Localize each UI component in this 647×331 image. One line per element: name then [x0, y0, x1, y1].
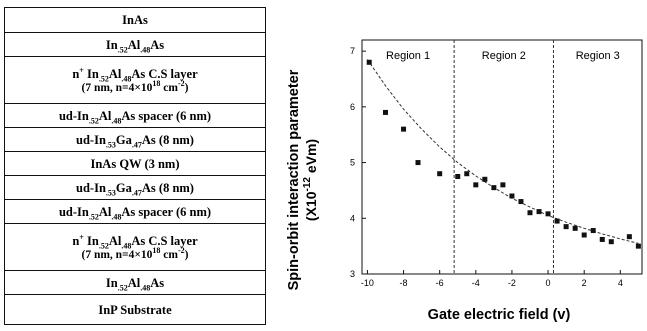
data-point: [554, 218, 560, 224]
data-point: [635, 243, 641, 249]
data-point: [500, 182, 506, 188]
x-tick-label: -2: [508, 278, 516, 288]
x-tick-label: -6: [436, 278, 444, 288]
layer-stack-diagram: InAs In.52Al.48As n+ In.52Al.48As C.S laye…: [4, 7, 266, 325]
layer-10: In.52Al.48As: [5, 270, 265, 295]
layer-text: InAs QW (3 nm): [90, 157, 180, 171]
data-point: [382, 109, 388, 115]
x-tick-label: 2: [582, 278, 587, 288]
layer-text: (7 nm, n=4×1018 cm-2): [81, 78, 189, 94]
layer-text: ud-In.52Al.48As spacer (6 nm): [58, 109, 212, 126]
layer-text: In.52Al.48As: [105, 276, 165, 293]
data-point: [464, 171, 470, 177]
layer-11: InP Substrate: [5, 294, 265, 325]
layer-text: (7 nm, n=4×1018 cm-2): [81, 245, 189, 261]
layer-text: ud-In.52Al.48As spacer (6 nm): [58, 205, 212, 222]
y-tick-label: 4: [350, 213, 355, 223]
layer-text: n+ In.52Al.48As C.S layer: [72, 65, 198, 83]
y-tick-label: 6: [350, 102, 355, 112]
layer-text: n+ In.52Al.48As C.S layer: [72, 232, 198, 250]
data-point: [590, 228, 596, 234]
y-axis-label-units: (X10-12 eVm): [302, 139, 319, 221]
data-point: [415, 160, 421, 166]
x-tick-label: -10: [361, 278, 374, 288]
region-label: Region 3: [576, 50, 620, 62]
layer-7: ud-In.53Ga.47As (8 nm): [5, 175, 265, 200]
x-tick-label: -8: [400, 278, 408, 288]
plot-frame: [361, 39, 643, 275]
layer-text: ud-In.53Ga.47As (8 nm): [76, 133, 194, 150]
data-point: [527, 210, 533, 216]
y-tick-label: 5: [350, 158, 355, 168]
chart-svg: Region 1 Region 2 Region 3 -10 -8 -6 -4 -2 0 2 4 3…: [286, 39, 643, 323]
data-point: [608, 239, 614, 245]
data-point: [482, 176, 488, 182]
data-point: [473, 182, 479, 188]
layer-8: ud-In.52Al.48As spacer (6 nm): [5, 199, 265, 224]
data-point: [581, 232, 587, 238]
spin-orbit-chart: Region 1 Region 2 Region 3 -10 -8 -6 -4 -2 0 2 4 3…: [280, 30, 647, 326]
data-point: [437, 171, 443, 177]
y-tick-label: 3: [350, 269, 355, 279]
layer-text: In.52Al.48As: [105, 38, 165, 55]
layer-text: InP Substrate: [98, 303, 172, 317]
data-point: [366, 59, 372, 65]
region-label: Region 2: [482, 50, 526, 62]
layer-6: InAs QW (3 nm): [5, 151, 265, 176]
data-point: [509, 193, 515, 199]
data-point: [491, 185, 497, 191]
layer-5: ud-In.53Ga.47As (8 nm): [5, 127, 265, 152]
data-point: [563, 224, 569, 230]
data-point: [599, 236, 605, 242]
x-axis-label: Gate electric field (v): [428, 307, 571, 323]
layer-3: n+ In.52Al.48As C.S layer (7 nm, n=4×1018…: [5, 56, 265, 104]
x-tick-label: 0: [546, 278, 551, 288]
y-tick-label: 7: [350, 46, 355, 56]
data-point: [572, 225, 578, 231]
data-point: [545, 211, 551, 217]
data-point: [626, 234, 632, 240]
data-point: [536, 209, 542, 215]
layer-4: ud-In.52Al.48As spacer (6 nm): [5, 103, 265, 128]
x-tick-label: -4: [472, 278, 480, 288]
data-point: [518, 199, 524, 205]
y-axis-label: Spin-orbit interaction parameter: [286, 69, 302, 290]
layer-2: In.52Al.48As: [5, 32, 265, 57]
fit-curve: [366, 59, 639, 244]
layer-1: InAs: [5, 8, 265, 32]
region-label: Region 1: [386, 50, 430, 62]
data-point: [455, 174, 461, 179]
x-tick-label: 4: [618, 278, 623, 288]
layer-9: n+ In.52Al.48As C.S layer (7 nm, n=4×1018…: [5, 223, 265, 271]
layer-text: InAs: [122, 13, 148, 27]
data-point: [401, 126, 407, 132]
layer-text: ud-In.53Ga.47As (8 nm): [76, 181, 194, 198]
